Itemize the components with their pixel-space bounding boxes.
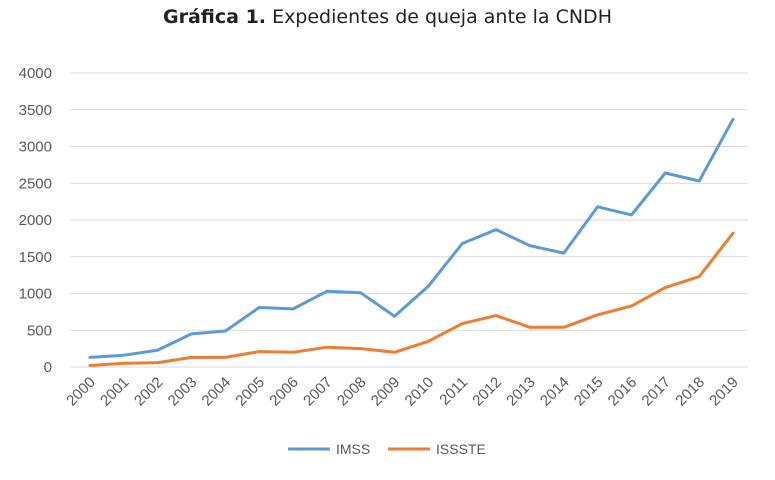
- x-tick-label-2013: 2013: [503, 374, 539, 410]
- y-tick-label-3000: 3000: [19, 139, 52, 156]
- x-tick-label-2003: 2003: [165, 374, 201, 410]
- x-tick-label-2017: 2017: [639, 374, 675, 410]
- y-tick-label-3500: 3500: [19, 102, 52, 119]
- x-tick-label-2018: 2018: [672, 374, 708, 410]
- y-tick-label-2500: 2500: [19, 175, 52, 192]
- x-tick-label-2000: 2000: [63, 374, 99, 410]
- chart-title-prefix: Gráfica 1.: [163, 6, 267, 28]
- chart-title: Gráfica 1. Expedientes de queja ante la …: [0, 6, 775, 28]
- chart-title-text: Expedientes de queja ante la CNDH: [272, 6, 612, 28]
- y-tick-label-1000: 1000: [19, 286, 52, 303]
- x-tick-label-2004: 2004: [199, 374, 235, 410]
- series-line-issste: [88, 231, 735, 367]
- y-tick-label-1500: 1500: [19, 249, 52, 266]
- x-tick-label-2008: 2008: [334, 374, 370, 410]
- y-tick-label-2000: 2000: [19, 212, 52, 229]
- legend: IMSS ISSSTE: [288, 441, 486, 457]
- x-tick-label-2016: 2016: [605, 374, 641, 410]
- x-tick-label-2006: 2006: [266, 374, 302, 410]
- x-tick-label-2010: 2010: [402, 374, 438, 410]
- y-axis-ticks: 0 500 1000 1500 2000 2500 3000 3500 4000: [19, 65, 52, 376]
- x-tick-label-2019: 2019: [706, 374, 742, 410]
- y-tick-label-4000: 4000: [19, 65, 52, 82]
- x-tick-label-2009: 2009: [368, 374, 404, 410]
- x-tick-label-2012: 2012: [469, 374, 505, 410]
- series-line-imss: [88, 117, 735, 359]
- y-tick-label-0: 0: [44, 359, 52, 376]
- y-tick-label-500: 500: [27, 322, 52, 339]
- x-tick-label-2011: 2011: [436, 374, 471, 409]
- x-tick-label-2014: 2014: [537, 374, 573, 410]
- x-tick-label-2007: 2007: [300, 374, 336, 410]
- x-tick-label-2002: 2002: [131, 374, 167, 410]
- legend-label-imss: IMSS: [336, 441, 370, 457]
- gridlines: [70, 72, 748, 368]
- x-tick-label-2015: 2015: [571, 374, 607, 410]
- series-lines: [88, 117, 735, 367]
- x-tick-label-2005: 2005: [232, 374, 268, 410]
- legend-label-issste: ISSSTE: [436, 441, 486, 457]
- x-tick-label-2001: 2001: [97, 374, 133, 410]
- x-axis-ticks: 2000200120022003200420052006200720082009…: [63, 374, 742, 410]
